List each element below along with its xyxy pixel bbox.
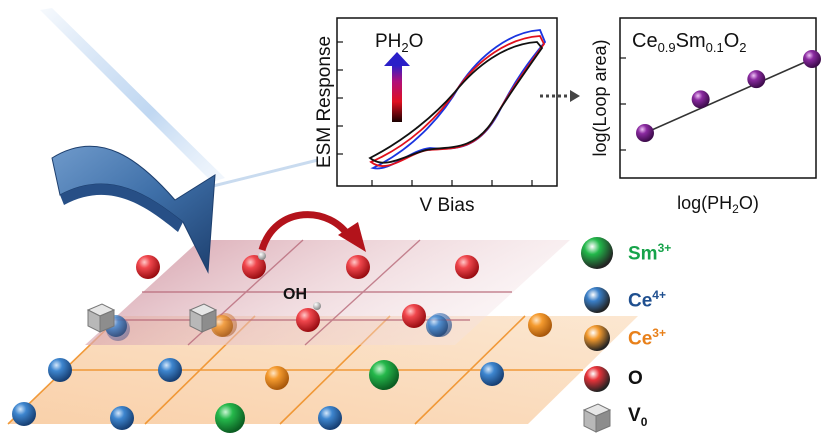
reflected-beam [204, 158, 319, 190]
legend-item: Sm3+ [580, 236, 671, 270]
ce4-atom [110, 406, 134, 430]
o-atom [136, 255, 160, 279]
legend-symbol [582, 403, 612, 433]
o-atom [402, 304, 426, 328]
esm-panel: PH2O ESM Response V Bias [314, 17, 558, 216]
legend-item: O [580, 362, 643, 396]
legend-label: Sm3+ [628, 240, 672, 265]
loop-trendline [644, 58, 813, 134]
ce3-atom [265, 366, 289, 390]
loop-data-point [747, 70, 766, 89]
oh-label: OH [283, 286, 307, 303]
loop-chart-area [636, 50, 821, 142]
o-atom [242, 255, 266, 279]
loop-data-point [803, 50, 821, 68]
legend-label: Ce4+ [628, 287, 666, 312]
legend-item: Ce4+ [580, 283, 666, 317]
ce4-atom [12, 402, 36, 426]
ce3-atom [528, 313, 552, 337]
surface-atoms [105, 252, 479, 337]
legend-symbol [584, 366, 610, 392]
esm-loop-black [368, 41, 544, 164]
loop-area-panel: Ce0.9Sm0.1O2 log(Loop area) log(PH2O) [590, 17, 821, 216]
loop-x-axis-label: log(PH2O) [677, 193, 759, 216]
loop-plot-frame [619, 17, 817, 179]
hopping-arrowhead [338, 222, 366, 252]
ph2o-label: PH2O [375, 31, 423, 55]
sm3-atom [369, 360, 399, 390]
hydrogen-atom [313, 302, 321, 310]
loop-y-axis-label: log(Loop area) [590, 39, 610, 156]
legend-symbol [584, 287, 610, 313]
o-atom [296, 308, 320, 332]
legend-item: Ce3+ [580, 321, 666, 355]
esm-x-axis-label: V Bias [420, 195, 475, 216]
ce4-atom [480, 362, 504, 386]
sm3-atom [215, 403, 245, 433]
legend-symbol [584, 325, 610, 351]
ph2o-arrowhead [384, 52, 410, 66]
legend-label: Ce3+ [628, 325, 666, 350]
hopping-arrow [258, 211, 353, 252]
esm-loop-blue [370, 29, 547, 170]
o-atom [346, 255, 370, 279]
vacancy-cube [188, 303, 218, 333]
afm-cantilever [51, 145, 216, 274]
legend-label: V0 [628, 405, 648, 429]
panel-link-arrowhead [570, 90, 580, 102]
loop-formula: Ce0.9Sm0.1O2 [632, 30, 747, 55]
loop-data-point [636, 124, 654, 142]
legend-label: O [628, 368, 643, 389]
loop-data-point [691, 90, 710, 109]
legend-item: V0 [580, 400, 647, 434]
ph2o-arrow-shaft [392, 64, 402, 122]
ce4-atom [48, 358, 72, 382]
ce4-atom [426, 315, 448, 337]
vacancy-cube [86, 303, 116, 333]
o-atom [455, 255, 479, 279]
hydrogen-atom [258, 252, 266, 260]
ce4-atom [318, 406, 342, 430]
laser-beam [40, 8, 225, 182]
esm-y-axis-label: ESM Response [314, 36, 335, 168]
ce4-atom [158, 358, 182, 382]
legend-symbol [581, 237, 613, 269]
